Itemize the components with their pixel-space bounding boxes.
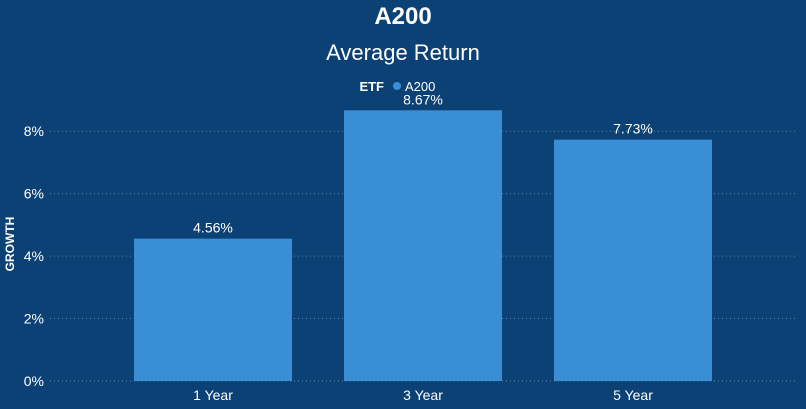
y-tick-label: 6%	[24, 186, 44, 202]
x-tick-label: 1 Year	[193, 387, 233, 403]
bar	[344, 110, 502, 381]
legend-title: ETF	[359, 79, 384, 94]
chart-subtitle: Average Return	[326, 40, 480, 65]
bar	[134, 238, 292, 381]
x-axis-ticks: 1 Year 3 Year 5 Year	[193, 387, 653, 403]
data-label: 8.67%	[403, 91, 443, 107]
y-tick-label: 2%	[24, 311, 44, 327]
bars	[134, 110, 712, 381]
legend-entry: A200	[405, 79, 435, 94]
y-tick-label: 4%	[24, 248, 44, 264]
x-tick-label: 3 Year	[403, 387, 443, 403]
bar	[554, 139, 712, 381]
y-tick-label: 8%	[24, 123, 44, 139]
legend: ETF A200	[359, 79, 435, 94]
y-tick-label: 0%	[24, 373, 44, 389]
chart-title: A200	[374, 3, 431, 30]
data-labels: 4.56% 8.67% 7.73%	[193, 91, 653, 235]
y-axis-label: GROWTH	[3, 217, 17, 272]
legend-marker-icon	[393, 82, 401, 90]
y-axis-ticks: 0% 2% 4% 6% 8%	[24, 123, 44, 389]
x-tick-label: 5 Year	[613, 387, 653, 403]
data-label: 4.56%	[193, 220, 233, 236]
data-label: 7.73%	[613, 121, 653, 137]
